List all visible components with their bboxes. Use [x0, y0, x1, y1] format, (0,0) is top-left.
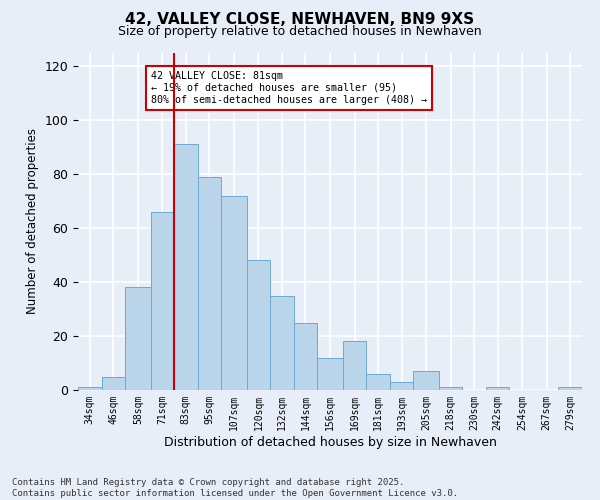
Bar	[390, 382, 413, 390]
Bar	[247, 260, 270, 390]
Bar	[78, 388, 101, 390]
Bar	[366, 374, 390, 390]
Bar	[559, 388, 582, 390]
Bar	[125, 288, 151, 390]
Text: 42, VALLEY CLOSE, NEWHAVEN, BN9 9XS: 42, VALLEY CLOSE, NEWHAVEN, BN9 9XS	[125, 12, 475, 28]
Bar	[270, 296, 294, 390]
Bar	[486, 388, 509, 390]
Text: Size of property relative to detached houses in Newhaven: Size of property relative to detached ho…	[118, 25, 482, 38]
Bar	[294, 322, 317, 390]
Bar	[197, 176, 221, 390]
Bar	[151, 212, 174, 390]
Text: 42 VALLEY CLOSE: 81sqm
← 19% of detached houses are smaller (95)
80% of semi-det: 42 VALLEY CLOSE: 81sqm ← 19% of detached…	[151, 72, 427, 104]
Bar	[343, 342, 366, 390]
Bar	[174, 144, 197, 390]
Bar	[317, 358, 343, 390]
X-axis label: Distribution of detached houses by size in Newhaven: Distribution of detached houses by size …	[164, 436, 496, 448]
Bar	[221, 196, 247, 390]
Text: Contains HM Land Registry data © Crown copyright and database right 2025.
Contai: Contains HM Land Registry data © Crown c…	[12, 478, 458, 498]
Bar	[413, 371, 439, 390]
Bar	[439, 388, 463, 390]
Y-axis label: Number of detached properties: Number of detached properties	[26, 128, 39, 314]
Bar	[101, 376, 125, 390]
